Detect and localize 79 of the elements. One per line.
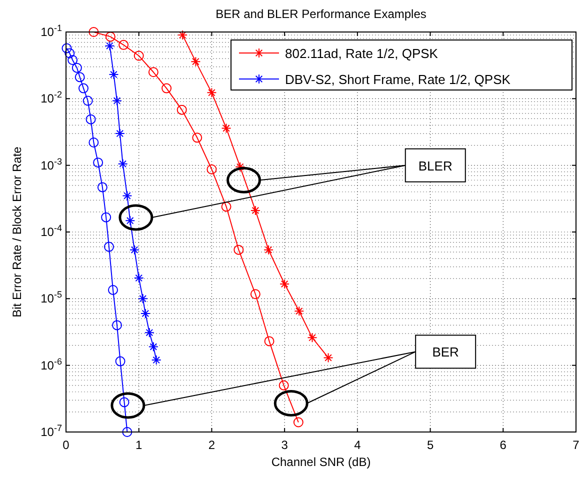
x-tick-label: 7: [572, 438, 580, 452]
y-tick-label: 10$^{-6}$: [40, 356, 62, 372]
point: [129, 244, 140, 255]
legend-label: 802.11ad, Rate 1/2, QPSK: [285, 46, 438, 61]
point: [140, 308, 150, 318]
point: [112, 320, 122, 330]
x-tick-label: 3: [281, 438, 288, 452]
point: [74, 72, 85, 82]
annotation: BER: [432, 344, 459, 360]
point: [88, 138, 99, 148]
point: [105, 32, 116, 42]
point: [264, 336, 274, 346]
point: [122, 427, 132, 437]
point: [234, 244, 244, 255]
y-tick-label: 10$^{-2}$: [40, 90, 62, 106]
point: [104, 40, 115, 51]
x-tick-label: 2: [208, 438, 216, 452]
point: [97, 182, 108, 192]
point: [88, 27, 99, 37]
point: [190, 56, 201, 67]
y-axis-title: Bit Error Rate / Block Error Rate: [10, 146, 24, 318]
point: [82, 96, 93, 106]
point: [323, 352, 334, 363]
legend-label: DBV-S2, Short Frame, Rate 1/2, QPSK: [285, 72, 511, 87]
y-tick-label: 10$^{-7}$: [40, 423, 62, 439]
point: [235, 162, 246, 172]
chart-title: BER and BLER Performance Examples: [216, 7, 426, 21]
x-tick-label: 0: [62, 438, 70, 452]
x-tick-label: 4: [354, 438, 362, 452]
point: [68, 55, 78, 66]
point: [93, 158, 104, 168]
annotation: BLER: [418, 158, 452, 174]
x-tick-label: 5: [426, 438, 434, 452]
point: [144, 328, 154, 338]
point: [134, 273, 144, 284]
point: [114, 128, 125, 139]
point: [72, 62, 82, 73]
point: [101, 212, 112, 222]
y-tick-label: 10$^{-3}$: [40, 156, 62, 172]
point: [178, 30, 188, 40]
point: [138, 294, 148, 304]
point: [108, 284, 118, 295]
x-tick-label: 1: [136, 438, 143, 452]
point: [264, 244, 274, 255]
point: [118, 40, 129, 50]
point: [206, 88, 217, 98]
point: [86, 114, 96, 124]
point: [206, 164, 217, 174]
point: [221, 202, 232, 212]
point: [293, 417, 304, 428]
y-tick-label: 10$^{-4}$: [40, 223, 62, 239]
x-tick-label: 6: [500, 438, 507, 452]
point: [112, 96, 122, 106]
point: [122, 190, 132, 201]
y-tick-label: 10$^{-5}$: [40, 290, 62, 306]
point: [62, 43, 72, 54]
point: [192, 132, 202, 143]
point: [148, 342, 158, 352]
point: [134, 50, 144, 61]
point: [250, 289, 260, 300]
point: [64, 48, 75, 58]
point: [118, 158, 128, 169]
point: [162, 83, 172, 94]
point: [104, 242, 114, 252]
point: [176, 104, 187, 115]
point: [294, 306, 304, 316]
point: [125, 216, 136, 226]
point: [151, 355, 162, 366]
point: [148, 67, 158, 78]
point: [280, 278, 290, 289]
point: [78, 83, 88, 94]
point: [115, 356, 126, 366]
y-tick-label: 10$^{-1}$: [40, 23, 62, 39]
point: [108, 70, 119, 80]
point: [307, 332, 318, 343]
point: [250, 206, 260, 216]
point: [221, 123, 232, 134]
point: [278, 380, 289, 390]
x-axis-title: Channel SNR (dB): [271, 455, 371, 469]
